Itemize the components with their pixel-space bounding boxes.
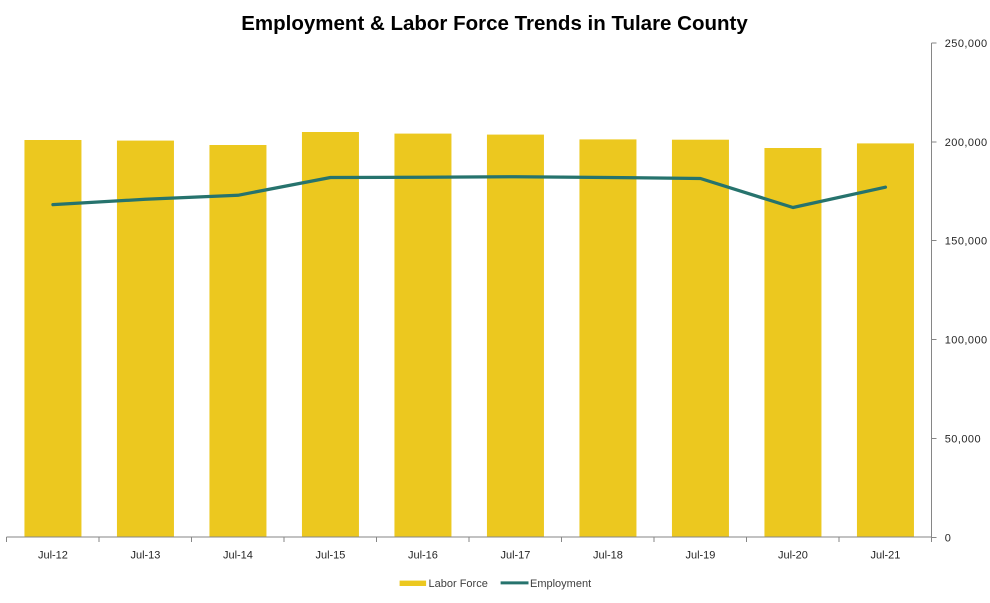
svg-text:Employment: Employment (530, 578, 591, 590)
svg-text:Jul-15: Jul-15 (315, 550, 345, 562)
svg-text:150,000: 150,000 (945, 236, 988, 248)
svg-text:Jul-17: Jul-17 (500, 550, 530, 562)
svg-text:Labor Force: Labor Force (429, 578, 488, 590)
svg-text:Jul-12: Jul-12 (38, 550, 68, 562)
svg-text:Jul-14: Jul-14 (223, 550, 253, 562)
svg-text:Jul-20: Jul-20 (778, 550, 808, 562)
svg-text:100,000: 100,000 (945, 335, 988, 347)
svg-text:0: 0 (945, 533, 952, 545)
svg-text:200,000: 200,000 (945, 137, 988, 149)
svg-text:Jul-16: Jul-16 (408, 550, 438, 562)
svg-text:Employment & Labor Force Trend: Employment & Labor Force Trends in Tular… (241, 12, 748, 35)
svg-text:Jul-18: Jul-18 (593, 550, 623, 562)
svg-text:Jul-19: Jul-19 (685, 550, 715, 562)
svg-text:Jul-13: Jul-13 (130, 550, 160, 562)
svg-text:50,000: 50,000 (945, 434, 981, 446)
svg-text:250,000: 250,000 (945, 38, 988, 50)
svg-text:Jul-21: Jul-21 (870, 550, 900, 562)
